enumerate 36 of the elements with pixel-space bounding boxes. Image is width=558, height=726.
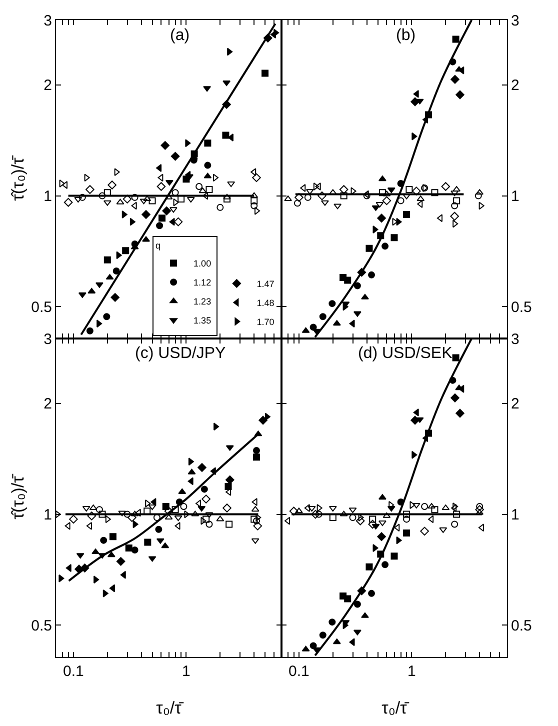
chart-title: (a) [170,27,190,44]
y-tick-label: 0.5 [511,298,532,316]
y-tick-label: 2 [44,77,52,94]
y-tick-label: 1 [44,188,52,206]
y-tick-label: 1 [511,188,520,206]
y-tick-label: 2 [44,396,52,413]
x-tick-label: 0.1 [63,663,84,680]
y-tick-label: 3 [511,330,520,348]
x-tick-label: 1 [408,663,416,680]
y-tick-label: 1 [44,506,52,524]
y-axis-title: τ̂(τ₀)/τ̄ [8,473,28,520]
legend-label: 1.23 [194,296,212,307]
y-tick-label: 0.5 [31,298,52,316]
y-tick-label: 3 [44,330,52,348]
y-tick-label: 3 [511,12,520,30]
legend-label: 1.70 [256,316,274,327]
legend-label: 1.48 [256,298,274,308]
y-tick-label: 1 [511,506,520,524]
legend-label: 1.47 [256,278,274,289]
chart-title: (b) [396,27,416,44]
y-tick-label: 0.5 [31,617,52,634]
chart-title: (c) USD/JPY [135,345,226,362]
y-tick-label: 3 [44,12,52,30]
legend-label: 1.12 [194,278,212,288]
x-tick-label: 1 [182,663,190,680]
y-tick-label: 2 [511,396,520,413]
x-axis-title: τ₀/τ̄ [156,698,184,718]
legend-title: q [156,240,161,251]
y-axis-title: τ̂(τ₀)/τ̄ [8,154,28,201]
chart-title: (d) USD/SEK [358,345,453,362]
x-axis-title: τ₀/τ̄ [382,698,410,718]
legend-label: 1.35 [194,316,212,326]
y-tick-label: 2 [511,77,520,94]
legend-label: 1.00 [194,258,212,269]
x-tick-label: 0.1 [288,663,310,680]
y-tick-label: 0.5 [511,617,532,634]
